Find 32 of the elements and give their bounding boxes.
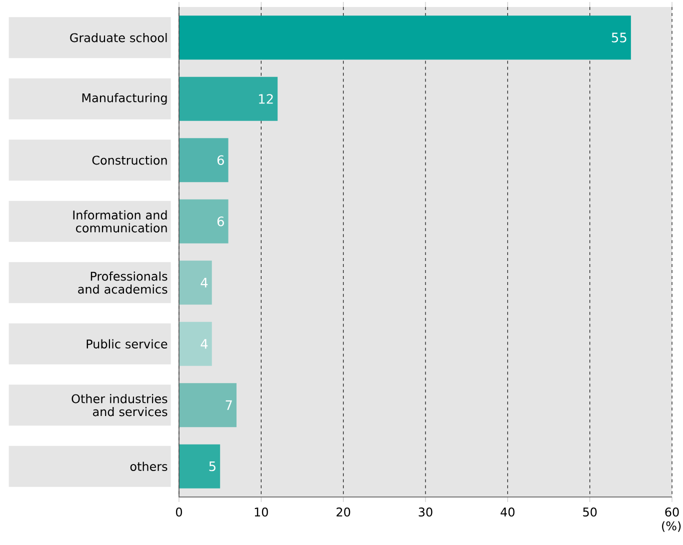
y-tick-label: Manufacturing bbox=[82, 93, 167, 105]
x-tick-label: 0 bbox=[176, 508, 182, 517]
x-tick-label: 50 bbox=[583, 508, 597, 517]
bar bbox=[179, 199, 228, 244]
x-tick-label: 10 bbox=[254, 508, 268, 517]
bar bbox=[179, 16, 631, 60]
bar bbox=[179, 76, 278, 121]
data-label: 6 bbox=[217, 216, 224, 226]
x-tick-label: 30 bbox=[418, 508, 432, 517]
bar bbox=[179, 444, 220, 488]
x-tick-label: 40 bbox=[500, 508, 514, 517]
data-label: 6 bbox=[217, 155, 224, 166]
bar bbox=[179, 260, 212, 305]
data-label: 5 bbox=[209, 462, 216, 472]
y-tick-label: Public service bbox=[86, 339, 168, 348]
data-label: 4 bbox=[200, 339, 208, 349]
data-label: 7 bbox=[226, 400, 232, 410]
y-tick-label: Information and communication bbox=[73, 210, 167, 232]
y-tick-label: Professionals and academics bbox=[78, 272, 168, 294]
x-axis-title: (%) bbox=[662, 521, 681, 532]
y-tick-label: Other industries and services bbox=[72, 394, 168, 416]
data-label: 55 bbox=[612, 32, 626, 42]
data-label: 4 bbox=[200, 278, 208, 288]
y-tick-label: Construction bbox=[92, 155, 167, 165]
bar bbox=[179, 322, 212, 366]
y-tick-label: others bbox=[130, 462, 168, 471]
bar bbox=[179, 138, 228, 182]
y-tick-label: Graduate school bbox=[70, 33, 167, 42]
x-tick-label: 60 bbox=[665, 508, 679, 517]
data-label: 12 bbox=[259, 94, 273, 104]
bar bbox=[179, 383, 237, 428]
x-tick-label: 20 bbox=[336, 508, 350, 517]
